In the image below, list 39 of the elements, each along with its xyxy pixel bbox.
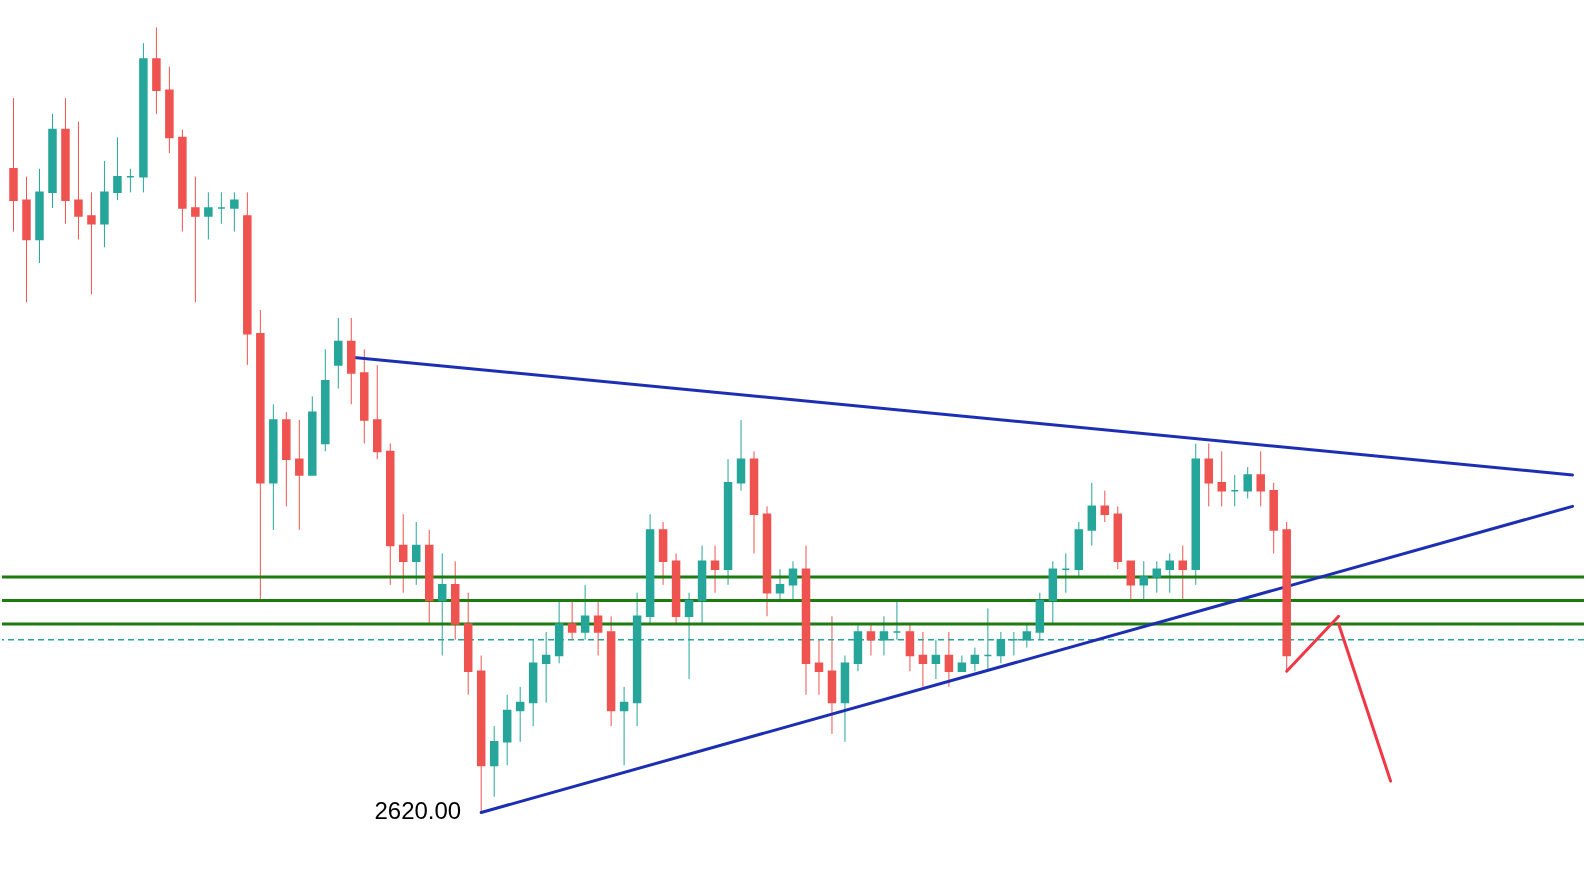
candlestick xyxy=(191,176,200,303)
candlestick xyxy=(515,686,525,743)
candlestick xyxy=(204,191,213,240)
candlestick xyxy=(1100,490,1110,523)
candlestick xyxy=(1204,443,1213,507)
candlestick xyxy=(1165,552,1175,594)
candlestick xyxy=(944,631,954,688)
candlestick xyxy=(74,121,83,240)
candlestick xyxy=(334,317,343,390)
candlestick xyxy=(87,191,96,295)
candlestick xyxy=(1087,482,1097,547)
candlestick xyxy=(710,545,720,594)
candlestick xyxy=(1243,466,1252,499)
annotation: 2620.00 xyxy=(374,797,462,825)
candlestick xyxy=(957,654,967,672)
candlestick xyxy=(996,631,1006,664)
candlestick xyxy=(1139,560,1149,602)
candlestick xyxy=(775,568,785,602)
candlestick xyxy=(1256,450,1265,507)
candlestick xyxy=(230,191,239,233)
candlestick xyxy=(970,647,980,672)
candlestick xyxy=(295,419,304,531)
candlestick xyxy=(619,686,629,766)
candlestick xyxy=(113,136,122,201)
candlestick xyxy=(788,560,798,602)
candlestick xyxy=(1152,560,1162,594)
candlestick xyxy=(1178,545,1187,602)
candlestick xyxy=(905,623,915,672)
candlestick xyxy=(918,631,928,688)
candlestick xyxy=(1217,450,1226,507)
candlestick xyxy=(411,521,421,586)
candlestick xyxy=(567,600,577,641)
candlestick xyxy=(489,725,499,798)
candlestick xyxy=(736,419,746,492)
candlestick xyxy=(593,600,603,656)
candlestick xyxy=(814,639,824,696)
candlestick xyxy=(866,623,876,656)
candlestick xyxy=(399,513,408,594)
candlestick xyxy=(1126,560,1136,602)
